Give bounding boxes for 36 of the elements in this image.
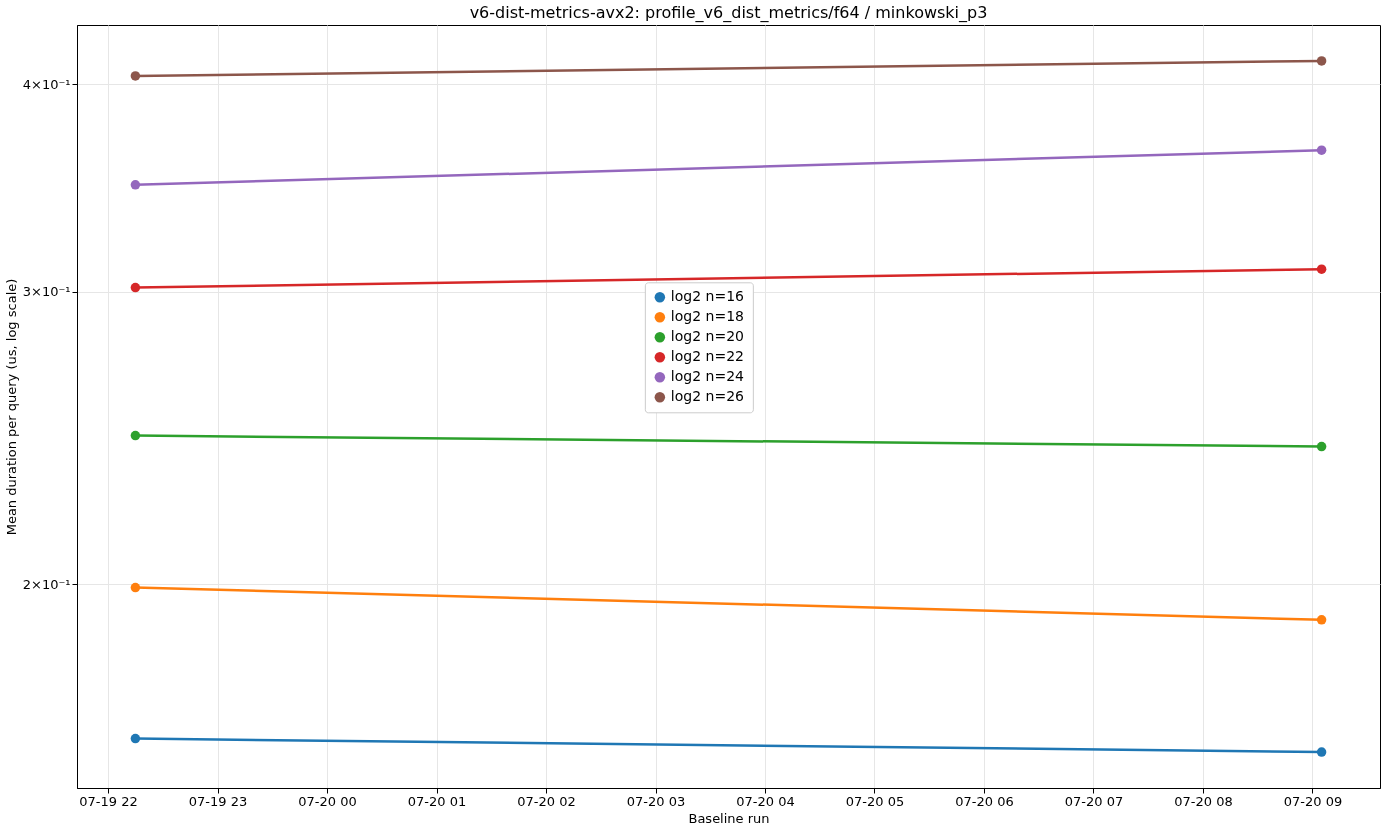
x-tick-label: 07-19 23: [188, 793, 248, 809]
legend-label: log2 n=26: [670, 388, 745, 405]
point: [130, 430, 141, 441]
x-tick-label: 07-20 08: [1174, 793, 1233, 809]
x-tick-label: 07-20 02: [517, 793, 576, 809]
y-tick-label: 2×10⁻¹: [22, 576, 71, 592]
point: [130, 180, 141, 190]
point: [130, 733, 141, 744]
legend-label: log2 n=16: [670, 288, 745, 305]
y-tick-label: 3×10⁻¹: [22, 284, 71, 300]
y-tick-label: 4×10⁻¹: [22, 76, 71, 92]
point: [1316, 747, 1327, 757]
chart-title: v6-dist-metrics-avx2: profile_v6_dist_metrics/f64 / minkowski_p3: [469, 3, 988, 23]
x-tick-label: 07-20 05: [845, 793, 905, 809]
legend-label: log2 n=18: [670, 308, 744, 325]
x-tick-label: 07-20 03: [626, 793, 686, 809]
point: [130, 282, 141, 293]
x-tick-label: 07-20 00: [298, 793, 357, 809]
legend-label: log2 n=22: [670, 348, 744, 365]
point: [1316, 615, 1327, 625]
x-tick-label: 07-20 09: [1283, 793, 1343, 809]
x-tick-label: 07-19 22: [79, 793, 138, 809]
x-tick-label: 07-20 07: [1064, 793, 1124, 809]
x-tick-label: 07-20 01: [407, 793, 467, 809]
point: [1316, 441, 1327, 452]
legend-label: log2 n=24: [670, 368, 745, 385]
x-tick-label: 07-20 06: [955, 793, 1014, 809]
x-axis-title: Baseline run: [688, 810, 770, 826]
legend-label: log2 n=20: [670, 328, 744, 345]
point: [130, 71, 141, 81]
x-tick-label: 07-20 04: [736, 793, 795, 809]
point: [1316, 56, 1327, 66]
point: [1316, 264, 1327, 274]
y-axis-title: Mean duration per query (us, log scale): [3, 278, 19, 536]
point: [130, 582, 141, 593]
point: [1316, 145, 1327, 155]
